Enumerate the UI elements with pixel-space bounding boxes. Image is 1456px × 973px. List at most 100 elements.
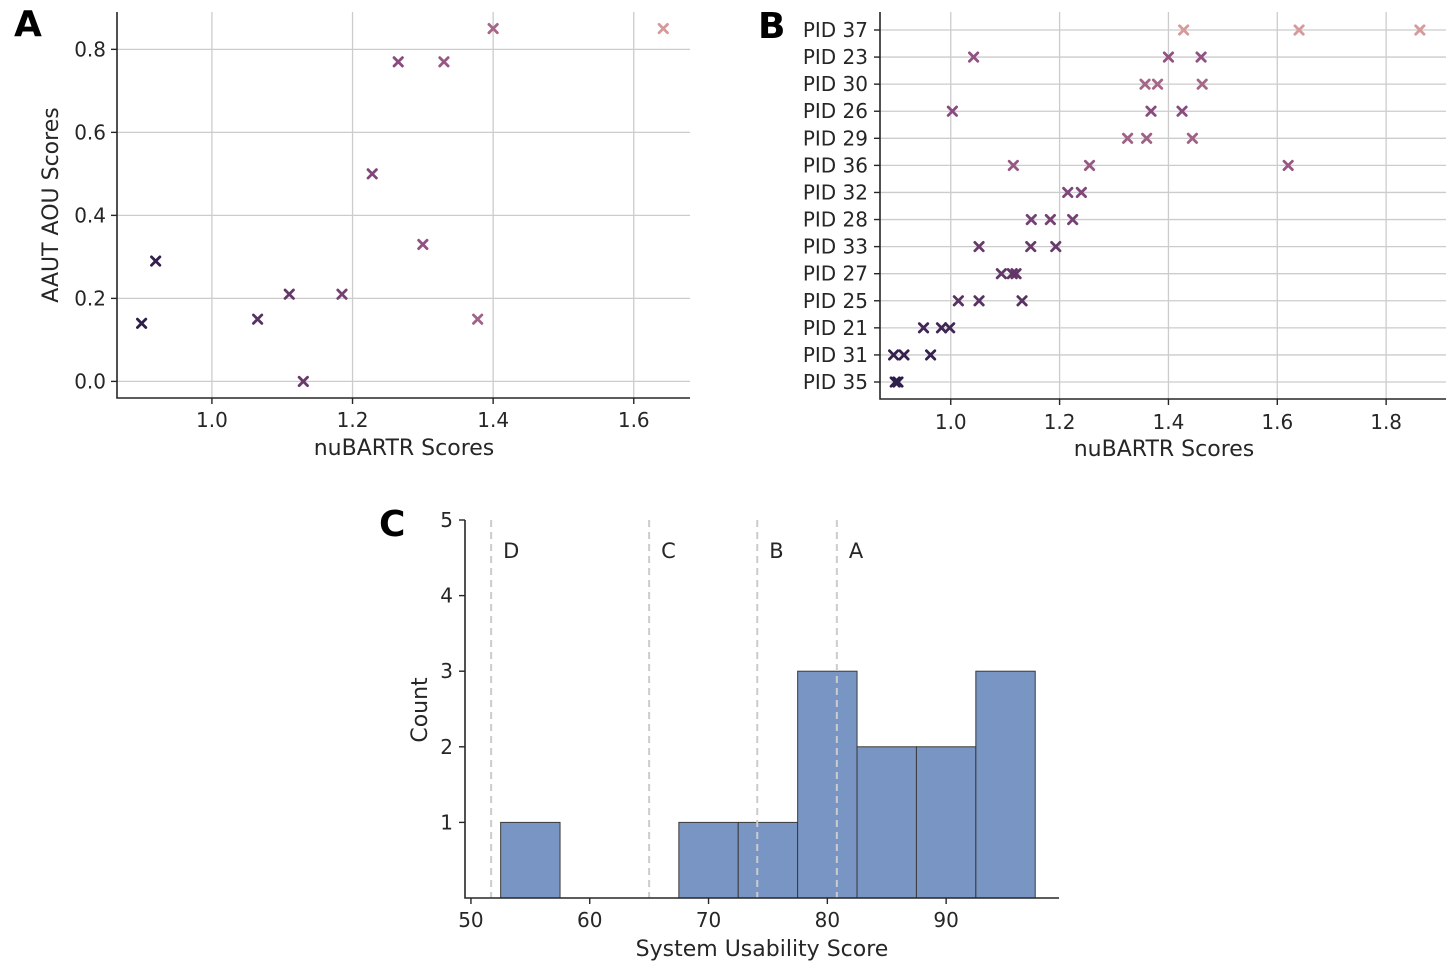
panel-b-letter: B [758,6,785,47]
panel-b-category-label: PID 28 [803,208,868,232]
panel-b-point [1025,213,1037,226]
panel-c-grade-label: A [849,539,864,563]
panel-a-spines [116,12,690,399]
panel-a-point [283,288,295,300]
panel-c-ytick-label: 1 [440,810,453,834]
panel-c-xtick-label: 70 [696,908,721,932]
panel-b-point [1067,213,1079,226]
panel-b-point [889,376,901,388]
panel-c-ytick-label: 4 [440,584,453,608]
panel-b-category-label: PID 33 [803,235,868,259]
panel-b-point [1050,241,1062,253]
panel-b-point [1083,159,1096,171]
panel-b-point [1122,132,1134,144]
panel-b-point [1176,105,1188,117]
panel-b-point [1062,186,1074,199]
panel-b-grid [880,12,1446,399]
panel-b-point [1016,295,1028,307]
panel-b-point [946,105,958,117]
panel-b-category-label: PID 25 [803,289,868,313]
panel-b-point [888,349,900,361]
panel-c-axes: 50 60 70 80 90 1 2 3 4 5 [440,508,1059,932]
panel-c-bar [856,746,917,899]
panel-c-bar [678,821,739,899]
panel-b-point [1414,24,1426,36]
panel-b-category-label: PID 21 [803,316,868,340]
panel-c-xtick-label: 80 [815,908,840,932]
panel-b-category-label: PID 23 [803,45,868,69]
panel-b-point [1010,268,1022,280]
panel-b-point [973,295,985,307]
panel-b-xtick-label: 1.6 [1261,410,1293,434]
panel-a-letter: A [14,4,42,45]
panel-a-point [657,23,669,35]
panel-a-point [336,288,348,300]
panel-a-ylabel: AAUT AOU Scores [39,107,64,302]
panel-a-ytick-label: 0.6 [74,120,106,144]
panel-b-point [892,376,904,388]
panel-a: A 1.0 1.2 1.4 1.6 0.0 0.2 0.4 0.6 0.8 nuBARTR Sc… [14,4,690,461]
panel-b-point [1151,78,1164,90]
panel-a-point [392,56,404,68]
panel-c: C D C B A 50 60 70 80 90 1 2 3 4 5 System Usability … [379,504,1059,962]
panel-b-point [898,349,910,361]
panel-a-ytick-label: 0.8 [74,37,106,61]
panel-b-point [1293,24,1305,36]
panel-c-ytick-label: 5 [440,508,453,532]
panel-b-category-label: PID 27 [803,262,868,286]
panel-b-category-label: PID 36 [803,153,868,177]
panel-c-bar [915,746,977,899]
panel-b-point [944,322,956,334]
panel-b-point [1186,132,1198,144]
panel-a-ytick-label: 0.0 [74,369,106,393]
panel-b-point [1145,105,1157,117]
panel-a-point [472,313,484,325]
panel-a-point [366,168,378,180]
panel-a-point [487,23,499,35]
panel-c-bar [737,821,799,899]
panel-b-category-label: PID 35 [803,370,868,394]
panel-a-xtick-label: 1.0 [196,408,228,432]
panel-c-bars [500,670,1036,899]
panel-b-category-label: PID 32 [803,180,868,204]
panel-a-points [136,23,669,387]
panel-b-xtick-label: 1.2 [1044,410,1076,434]
panel-b-point [1044,213,1056,226]
panel-c-grade-label: C [661,539,676,563]
panel-b-point [1007,159,1019,171]
panel-b-point [1139,78,1151,90]
panel-b-points [888,24,1426,388]
panel-b-point [952,295,964,307]
panel-a-point [136,317,148,329]
panel-b: B 1.0 1.2 1.4 1.6 1.8 PID 37 PID 23 PID 30 PID 2… [758,6,1446,462]
panel-b-category-label: PID 30 [803,72,868,96]
panel-c-ytick-label: 3 [440,659,453,683]
panel-b-category-label: PID 31 [803,343,868,367]
panel-b-point [973,241,985,253]
panel-b-category-label: PID 26 [803,99,868,123]
panel-b-point [1196,78,1208,90]
panel-a-ytick-label: 0.4 [74,203,106,227]
panel-c-xtick-label: 50 [458,908,483,932]
panel-c-grade-label: B [769,539,783,563]
panel-a-axes: 1.0 1.2 1.4 1.6 0.0 0.2 0.4 0.6 0.8 [74,12,690,432]
panel-a-point [150,255,162,267]
panel-b-xtick-label: 1.0 [935,410,967,434]
panel-b-axes: 1.0 1.2 1.4 1.6 1.8 PID 37 PID 23 PID 30 PID 26 P… [803,12,1446,434]
panel-c-bar [797,670,858,899]
panel-a-xtick-label: 1.6 [618,408,650,432]
panel-a-point [297,375,309,387]
panel-b-category-label: PID 29 [803,126,868,150]
panel-a-point [438,56,450,68]
panel-c-letter: C [379,504,405,545]
panel-a-xtick-label: 1.2 [337,408,369,432]
panel-a-ytick-label: 0.2 [74,286,106,310]
panel-b-point [995,268,1007,280]
panel-b-point [1162,51,1175,63]
panel-c-bar [975,670,1036,899]
panel-b-xlabel: nuBARTR Scores [1074,437,1255,462]
panel-b-point [1282,159,1294,171]
panel-b-point [1075,186,1087,199]
